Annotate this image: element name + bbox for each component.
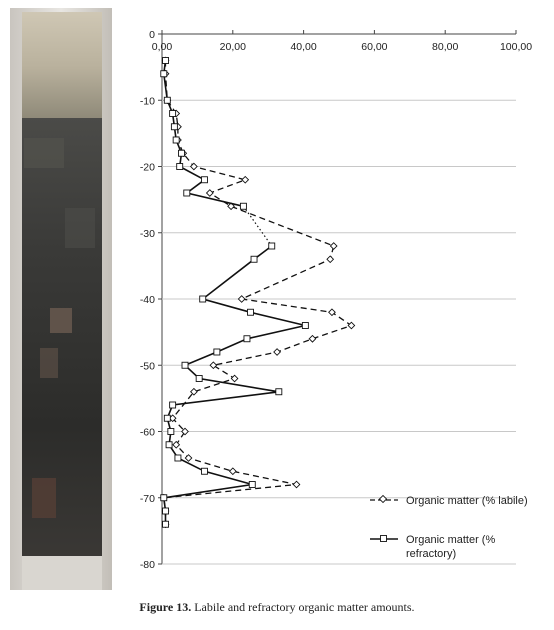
refractory-data-point — [275, 388, 283, 396]
sediment-core-photo — [10, 8, 112, 590]
x-tick-label: 0,00 — [152, 41, 173, 53]
refractory-data-point — [163, 96, 171, 104]
refractory-data-point — [163, 414, 171, 422]
refractory-data-point — [174, 454, 182, 462]
legend-refractory-label: Organic matter (% refractory) — [406, 534, 498, 560]
labile-data-point — [228, 467, 237, 476]
y-tick-label: -30 — [140, 228, 155, 240]
labile-data-point — [184, 454, 193, 462]
refractory-data-point — [243, 335, 251, 343]
refractory-data-point — [162, 57, 169, 64]
labile-data-point — [172, 440, 181, 449]
legend-labile-marker — [378, 494, 388, 504]
refractory-data-point — [199, 295, 207, 303]
labile-data-point — [329, 242, 338, 250]
refractory-data-point — [201, 176, 208, 184]
legend-labile-label: Organic matter (% labile) — [406, 495, 528, 507]
refractory-data-point — [162, 507, 169, 515]
y-tick-label: -10 — [140, 95, 155, 107]
labile-data-point — [205, 189, 214, 197]
labile-data-point — [273, 348, 281, 356]
x-tick-label: 40,00 — [290, 41, 316, 53]
refractory-data-point — [170, 123, 178, 131]
legend-refractory-marker — [380, 535, 387, 542]
labile-data-point — [209, 361, 218, 370]
y-tick-label: -80 — [140, 559, 155, 571]
labile-data-point — [168, 414, 177, 423]
labile-data-point — [189, 162, 198, 171]
refractory-data-point — [301, 322, 309, 329]
x-tick-label: 80,00 — [432, 41, 458, 53]
y-tick-label: 0 — [149, 29, 155, 41]
refractory-data-point — [248, 481, 256, 488]
refractory-data-point — [250, 255, 258, 263]
x-tick-label: 100,00 — [500, 41, 532, 53]
labile-series-line — [163, 60, 353, 525]
legend: Organic matter (% labile) Organic matter… — [370, 494, 528, 560]
refractory-data-point — [183, 189, 191, 197]
labile-data-point — [241, 175, 250, 184]
refractory-data-point — [239, 202, 247, 210]
plot-area-group: 0,00 20,00 40,00 60,00 80,00 100,00 0 -10 -20 -3… — [140, 29, 532, 571]
y-tick-label: -60 — [140, 427, 155, 439]
refractory-data-point — [181, 361, 189, 369]
y-tick-label: -70 — [140, 493, 155, 505]
refractory-data-point — [176, 163, 184, 170]
refractory-data-point — [213, 348, 221, 356]
labile-data-point — [230, 374, 239, 383]
labile-data-point — [308, 334, 317, 343]
x-tick-label: 20,00 — [220, 41, 246, 53]
refractory-series-line — [162, 245, 306, 525]
refractory-data-point — [169, 401, 177, 409]
caption-text: Labile and refractory organic matter amo… — [191, 600, 415, 614]
refractory-data-point — [268, 242, 276, 250]
labile-data-point — [292, 480, 301, 489]
labile-data-point — [181, 427, 189, 436]
refractory-data-point — [169, 110, 177, 117]
refractory-data-point — [165, 441, 173, 449]
refractory-data-point — [201, 467, 208, 475]
refractory-data-point — [167, 428, 175, 435]
organic-matter-chart: 0,00 20,00 40,00 60,00 80,00 100,00 0 -10 -20 -3… — [140, 29, 532, 571]
labile-data-point — [190, 387, 198, 396]
refractory-gap-connector — [242, 205, 273, 247]
refractory-data-point — [160, 494, 168, 502]
refractory-data-point — [160, 70, 168, 78]
y-tick-label: -20 — [140, 162, 155, 174]
x-tick-label: 60,00 — [361, 41, 387, 53]
labile-data-point — [326, 255, 335, 264]
y-tick-label: -50 — [140, 360, 155, 372]
refractory-data-point — [247, 308, 254, 316]
refractory-data-point — [195, 375, 203, 382]
labile-data-point — [328, 308, 336, 317]
labile-data-point — [227, 202, 235, 211]
refractory-data-point — [178, 149, 185, 157]
refractory-data-point — [162, 520, 169, 528]
caption-label: Figure 13. — [139, 600, 192, 614]
labile-data-point — [237, 295, 246, 303]
labile-data-point — [347, 321, 356, 330]
figure-caption: Figure 13. Labile and refractory organic… — [0, 600, 554, 615]
y-tick-label: -40 — [140, 294, 155, 306]
refractory-data-point — [172, 136, 180, 144]
